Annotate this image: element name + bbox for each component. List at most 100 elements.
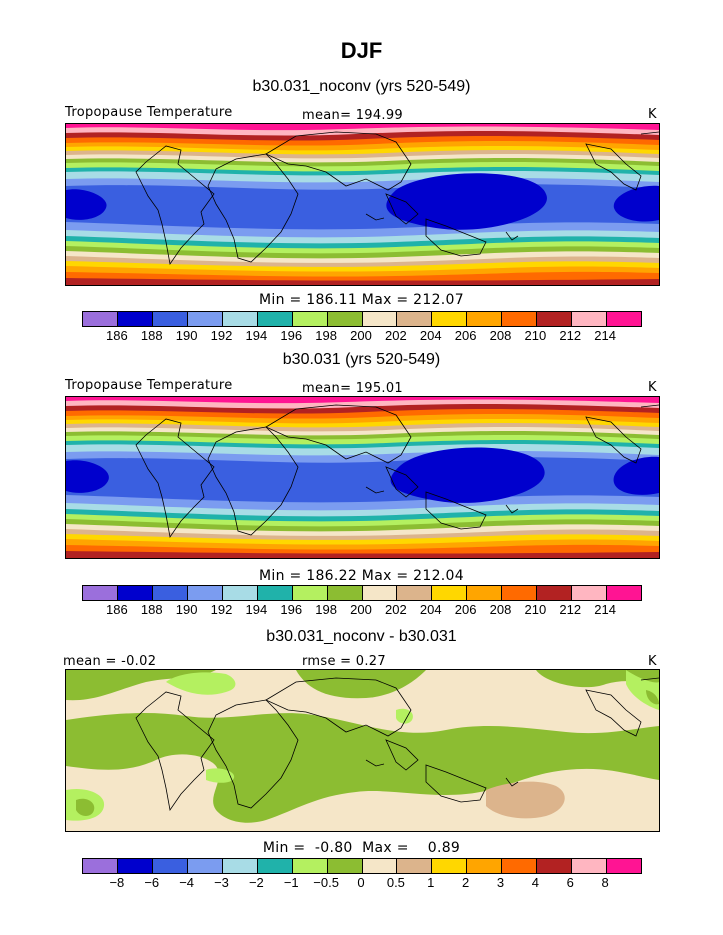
- colorbar-1-box: [432, 312, 468, 326]
- colorbar-3-box: [467, 859, 503, 873]
- colorbar-1-tick-label: 206: [454, 328, 477, 343]
- colorbar-1-box: [537, 312, 573, 326]
- colorbar-3-box: [432, 859, 468, 873]
- panel-1-coastlines: [135, 131, 659, 266]
- colorbar-3-labels: −8 −6 −4 −3 −2 −1 −0.5 0 0.5 1 2 3 4 6 8: [82, 875, 640, 891]
- panel-2-mean-label: mean= 195.01: [302, 381, 403, 396]
- colorbar-3-box: [83, 859, 118, 873]
- colorbar-1-tick-label: 200: [350, 328, 372, 343]
- colorbar-3-tick-label: −4: [179, 875, 195, 890]
- colorbar-2-tick-label: 202: [385, 602, 407, 617]
- colorbar-3-tick-label: 0.5: [386, 875, 405, 890]
- colorbar-2-box: [467, 586, 503, 600]
- panel-1-case-title: b30.031_noconv (yrs 520-549): [252, 78, 471, 95]
- colorbar-3-tick-label: 1: [427, 875, 435, 890]
- colorbar-2-box: [187, 586, 223, 600]
- colorbar-2-tick-label: 210: [524, 602, 547, 617]
- colorbar-3-tick-label: 2: [462, 875, 470, 890]
- panel-1-map-svg: [66, 124, 659, 285]
- colorbar-1-tick-label: 212: [559, 328, 582, 343]
- colorbar-3-tick-label: −1: [283, 875, 299, 890]
- colorbar-1-box: [257, 312, 293, 326]
- panel-3-map: [65, 669, 660, 832]
- colorbar-2-tick-label: 196: [280, 602, 303, 617]
- panel-3-coastlines: [135, 677, 659, 812]
- panel-3-stats: Min = -0.80 Max = 0.89: [262, 840, 461, 856]
- colorbar-3-box: [607, 859, 641, 873]
- panel-1-units-label: K: [648, 107, 657, 122]
- panel-1-map: [65, 123, 660, 286]
- colorbar-1-tick-label: 210: [524, 328, 547, 343]
- colorbar-1-tick-label: 204: [419, 328, 442, 343]
- colorbar-1-box: [152, 312, 188, 326]
- colorbar-1-tick-label: 190: [175, 328, 198, 343]
- colorbar-3-box: [502, 859, 538, 873]
- colorbar-2-box: [432, 586, 468, 600]
- colorbar-3-tick-label: 8: [601, 875, 609, 890]
- colorbar-1-tick-label: 214: [594, 328, 616, 343]
- colorbar-2-tick-label: 204: [419, 602, 442, 617]
- panel-2-contour-bands: [66, 397, 659, 558]
- colorbar-1-box: [362, 312, 398, 326]
- colorbar-2-box: [83, 586, 118, 600]
- colorbar-3-box: [397, 859, 433, 873]
- panel-2-map-svg: [66, 397, 659, 558]
- colorbar-1-tick-label: 196: [280, 328, 303, 343]
- colorbar-1-box: [607, 312, 641, 326]
- colorbar-1-tick-label: 186: [106, 328, 128, 343]
- colorbar-2-tick-label: 186: [106, 602, 128, 617]
- colorbar-1-tick-label: 198: [315, 328, 337, 343]
- panel-2-case-title: b30.031 (yrs 520-549): [282, 351, 441, 368]
- colorbar-3: [82, 858, 642, 874]
- panel-3-rmse-label: rmse = 0.27: [302, 654, 386, 669]
- colorbar-3-tick-label: −2: [248, 875, 264, 890]
- colorbar-2-box: [607, 586, 641, 600]
- colorbar-1-box: [502, 312, 538, 326]
- colorbar-3-tick-label: 4: [531, 875, 539, 890]
- colorbar-1-box: [572, 312, 608, 326]
- colorbar-2-tick-label: 212: [559, 602, 582, 617]
- colorbar-3-box: [537, 859, 573, 873]
- colorbar-2-tick-label: 190: [175, 602, 198, 617]
- panel-3-units-label: K: [648, 654, 657, 669]
- panel-3-case-title: b30.031_noconv - b30.031: [266, 628, 457, 645]
- colorbar-2: [82, 585, 642, 601]
- colorbar-2-tick-label: 188: [140, 602, 163, 617]
- colorbar-3-tick-label: 6: [566, 875, 574, 890]
- panel-2-units-label: K: [648, 380, 657, 395]
- colorbar-1: [82, 311, 642, 327]
- colorbar-1-tick-label: 188: [140, 328, 163, 343]
- colorbar-2-tick-label: 200: [350, 602, 372, 617]
- colorbar-2-tick-label: 206: [454, 602, 477, 617]
- colorbar-1-box: [292, 312, 328, 326]
- colorbar-1-tick-label: 202: [385, 328, 407, 343]
- colorbar-1-box: [222, 312, 258, 326]
- colorbar-3-box: [257, 859, 293, 873]
- colorbar-2-box: [327, 586, 363, 600]
- panel-3-map-svg: [66, 670, 659, 831]
- figure-title: DJF: [340, 38, 383, 63]
- colorbar-2-tick-label: 214: [594, 602, 616, 617]
- colorbar-1-box: [467, 312, 503, 326]
- panel-1-mean-label: mean= 194.99: [302, 108, 403, 123]
- colorbar-2-tick-label: 194: [245, 602, 268, 617]
- colorbar-3-tick-label: 0: [357, 875, 365, 890]
- colorbar-2-box: [152, 586, 188, 600]
- panel-3-mean-label: mean = -0.02: [63, 654, 157, 669]
- colorbar-2-box: [397, 586, 433, 600]
- colorbar-3-tick-label: −3: [214, 875, 229, 890]
- colorbar-2-labels: 186 188 190 192 194 196 198 200 202 204 …: [82, 602, 640, 618]
- colorbar-1-tick-label: 208: [489, 328, 512, 343]
- colorbar-3-tick-label: −6: [144, 875, 160, 890]
- colorbar-3-tick-label: −0.5: [313, 875, 339, 890]
- colorbar-2-tick-label: 192: [210, 602, 233, 617]
- colorbar-3-tick-label: −8: [109, 875, 125, 890]
- colorbar-2-box: [257, 586, 293, 600]
- colorbar-3-box: [327, 859, 363, 873]
- panel-1-stats: Min = 186.11 Max = 212.07: [259, 292, 464, 308]
- panel-2-map: [65, 396, 660, 559]
- colorbar-1-box: [117, 312, 153, 326]
- panel-3-contour-bands: [66, 670, 659, 831]
- panel-2-stats: Min = 186.22 Max = 212.04: [259, 568, 464, 584]
- colorbar-1-box: [83, 312, 118, 326]
